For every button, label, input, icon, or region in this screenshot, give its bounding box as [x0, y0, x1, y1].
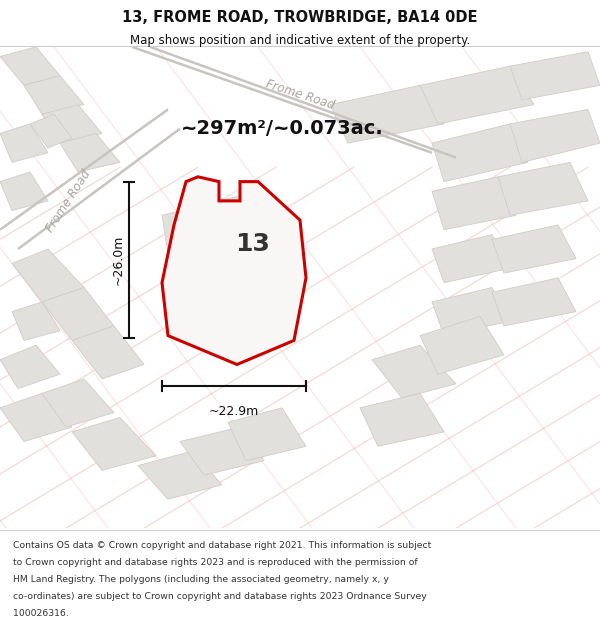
Text: Frome Road: Frome Road	[264, 78, 336, 112]
Text: Contains OS data © Crown copyright and database right 2021. This information is : Contains OS data © Crown copyright and d…	[13, 541, 431, 550]
Text: 100026316.: 100026316.	[13, 609, 69, 618]
Text: Map shows position and indicative extent of the property.: Map shows position and indicative extent…	[130, 34, 470, 47]
Polygon shape	[432, 177, 516, 230]
Polygon shape	[510, 52, 600, 100]
Polygon shape	[0, 124, 48, 162]
Polygon shape	[498, 162, 588, 215]
Polygon shape	[432, 288, 510, 336]
Polygon shape	[420, 66, 534, 124]
Polygon shape	[180, 427, 264, 475]
Polygon shape	[12, 249, 84, 302]
Polygon shape	[0, 345, 60, 389]
Text: co-ordinates) are subject to Crown copyright and database rights 2023 Ordnance S: co-ordinates) are subject to Crown copyr…	[13, 592, 427, 601]
Polygon shape	[0, 172, 48, 211]
Polygon shape	[162, 177, 306, 364]
Polygon shape	[372, 345, 456, 398]
Text: 13: 13	[235, 232, 270, 256]
Polygon shape	[72, 418, 156, 471]
Polygon shape	[432, 124, 528, 182]
Polygon shape	[162, 191, 276, 292]
Polygon shape	[492, 225, 576, 273]
Polygon shape	[24, 76, 84, 114]
Text: Frome Road: Frome Road	[44, 168, 94, 234]
Text: 13, FROME ROAD, TROWBRIDGE, BA14 0DE: 13, FROME ROAD, TROWBRIDGE, BA14 0DE	[122, 10, 478, 25]
Text: HM Land Registry. The polygons (including the associated geometry, namely x, y: HM Land Registry. The polygons (includin…	[13, 574, 389, 584]
Polygon shape	[420, 316, 504, 374]
Polygon shape	[30, 114, 72, 148]
Text: to Crown copyright and database rights 2023 and is reproduced with the permissio: to Crown copyright and database rights 2…	[13, 558, 418, 567]
Polygon shape	[228, 408, 306, 461]
Polygon shape	[60, 134, 120, 172]
Polygon shape	[360, 393, 444, 446]
Text: ~26.0m: ~26.0m	[112, 234, 125, 285]
Polygon shape	[42, 379, 114, 427]
Polygon shape	[0, 393, 72, 441]
Polygon shape	[72, 326, 144, 379]
Text: ~297m²/~0.073ac.: ~297m²/~0.073ac.	[181, 119, 383, 138]
Polygon shape	[0, 47, 60, 86]
Polygon shape	[42, 104, 102, 143]
Polygon shape	[138, 451, 222, 499]
Polygon shape	[12, 302, 60, 341]
Polygon shape	[330, 86, 444, 143]
Text: ~22.9m: ~22.9m	[209, 406, 259, 418]
Polygon shape	[432, 234, 510, 282]
Polygon shape	[42, 288, 114, 341]
Polygon shape	[510, 109, 600, 162]
Polygon shape	[492, 278, 576, 326]
